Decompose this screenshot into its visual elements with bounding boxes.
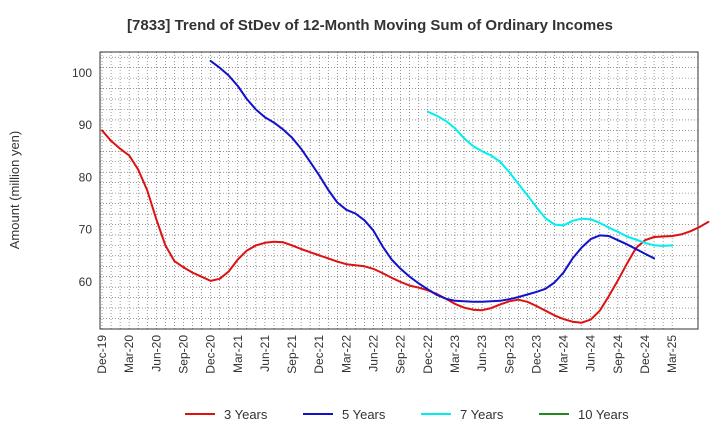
x-tick-label: Jun-21 — [258, 335, 272, 372]
x-tick-label: Mar-25 — [665, 335, 679, 373]
gridlines — [100, 52, 698, 329]
legend-label: 3 Years — [224, 407, 268, 422]
series-line-7-years — [426, 110, 674, 247]
x-tick-label: Dec-19 — [95, 335, 109, 374]
x-tick-label: Dec-24 — [638, 335, 652, 374]
x-tick-label: Mar-23 — [448, 335, 462, 373]
x-tick-label: Mar-21 — [231, 335, 245, 373]
x-tick-label: Jun-24 — [584, 335, 598, 372]
x-tick-label: Sep-20 — [176, 335, 190, 374]
x-tick-label: Mar-24 — [557, 335, 571, 373]
legend-label: 5 Years — [342, 407, 386, 422]
x-tick-label: Dec-20 — [204, 335, 218, 374]
plot-frame — [99, 51, 699, 330]
x-tick-label: Sep-21 — [285, 335, 299, 374]
x-tick-label: Jun-20 — [149, 335, 163, 372]
legend: 3 Years 5 Years 7 Years 10 Years — [185, 407, 629, 422]
series-line-3-years — [101, 129, 710, 324]
y-tick-label: 90 — [79, 118, 93, 132]
x-tick-label: Sep-24 — [611, 335, 625, 374]
x-tick-label: Mar-20 — [122, 335, 136, 373]
x-tick-label: Dec-23 — [529, 335, 543, 374]
x-tick-label: Sep-23 — [502, 335, 516, 374]
y-tick-label: 100 — [72, 66, 92, 80]
chart-title: [7833] Trend of StDev of 12-Month Moving… — [127, 17, 613, 34]
y-tick-label: 80 — [79, 170, 93, 184]
series-line-5-years — [209, 59, 656, 303]
legend-label: 10 Years — [578, 407, 629, 422]
x-tick-label: Dec-22 — [421, 335, 435, 374]
x-tick-label: Jun-22 — [367, 335, 381, 372]
y-axis-label: Amount (million yen) — [7, 131, 22, 250]
x-tick-label: Dec-21 — [312, 335, 326, 374]
plot-area — [100, 52, 698, 329]
y-axis-ticks: 60 70 80 90 100 — [72, 66, 92, 289]
x-tick-label: Mar-22 — [339, 335, 353, 373]
x-tick-label: Sep-22 — [394, 335, 408, 374]
legend-label: 7 Years — [460, 407, 504, 422]
y-tick-label: 60 — [79, 275, 93, 289]
x-tick-label: Jun-23 — [475, 335, 489, 372]
x-axis-ticks: Dec-19 Mar-20 Jun-20 Sep-20 Dec-20 Mar-21 Jun-… — [95, 335, 679, 374]
y-tick-label: 70 — [79, 223, 93, 237]
series-lines — [101, 59, 710, 324]
